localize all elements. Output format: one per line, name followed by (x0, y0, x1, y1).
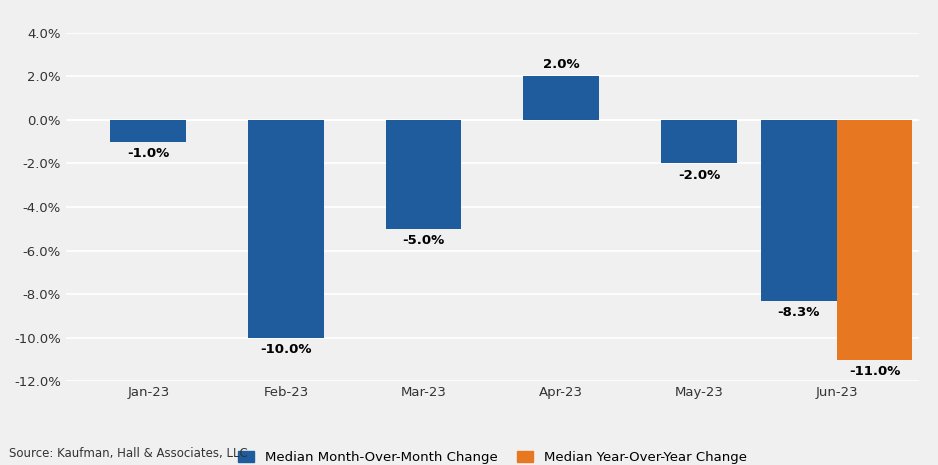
Text: -11.0%: -11.0% (849, 365, 900, 378)
Text: -2.0%: -2.0% (678, 169, 720, 182)
Text: -8.3%: -8.3% (778, 306, 820, 319)
Bar (523, 76, 599, 120)
Bar (248, 120, 324, 338)
Text: -1.0%: -1.0% (128, 147, 170, 160)
Bar (111, 120, 186, 141)
Legend: Median Month-Over-Month Change, Median Year-Over-Year Change: Median Month-Over-Month Change, Median Y… (238, 451, 747, 464)
Bar (761, 120, 837, 301)
Text: 2.0%: 2.0% (543, 58, 580, 71)
Bar (661, 120, 737, 163)
Bar (386, 120, 461, 229)
Text: -5.0%: -5.0% (402, 234, 445, 247)
Text: Source: Kaufman, Hall & Associates, LLC: Source: Kaufman, Hall & Associates, LLC (9, 447, 249, 460)
Bar (837, 120, 913, 359)
Text: -10.0%: -10.0% (260, 343, 311, 356)
